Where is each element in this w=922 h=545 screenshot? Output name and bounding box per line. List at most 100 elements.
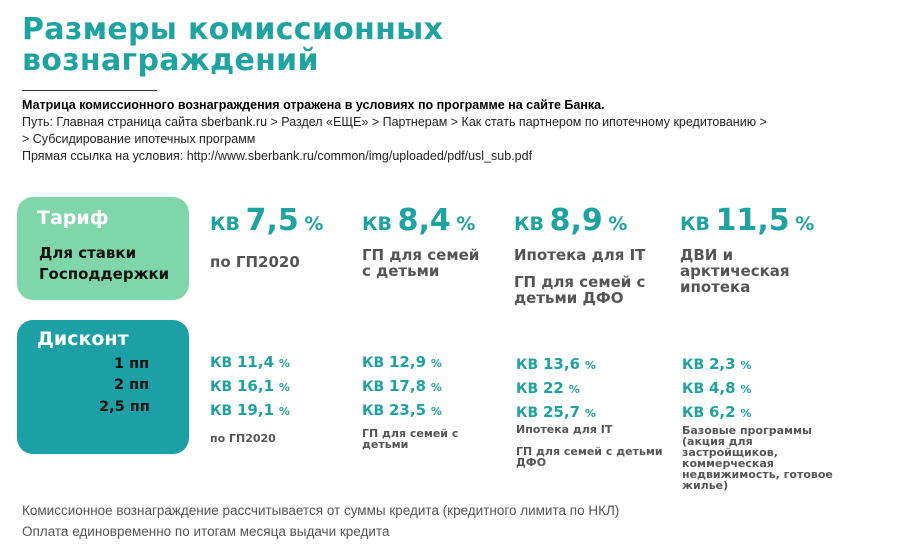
discount-desc-line: детьми (362, 438, 409, 451)
discount-card-head: Дисконт (37, 328, 129, 350)
info-path-line-2: > Субсидирование ипотечных программ (22, 132, 256, 146)
kv-label: КВ (362, 355, 385, 371)
percent-sign: % (278, 357, 290, 370)
kv-label: КВ (362, 213, 393, 235)
tariff-desc-line: детьми ДФО (514, 289, 624, 307)
tariff-desc: ГП для семей с детьми (362, 247, 479, 279)
percent-sign: % (278, 381, 290, 394)
kv-label: КВ (210, 213, 241, 235)
kv-label: КВ (210, 403, 233, 419)
tariff-card-sub-line: Для ставки (39, 244, 137, 262)
kv-label: КВ (682, 357, 705, 373)
discount-number: 25,7 (543, 403, 581, 421)
kv-label: КВ (362, 403, 385, 419)
tariff-desc: по ГП2020 (210, 254, 300, 270)
discount-desc-line: коммерческая (682, 457, 774, 470)
footer-notes: Комиссионное вознаграждение рассчитывает… (22, 500, 619, 542)
info-path-line-1: Путь: Главная страница сайта sberbank.ru… (22, 115, 767, 129)
discount-card: Дисконт 1 пп 2 пп 2,5 пп (17, 320, 189, 454)
tariff-number: 8,9 (549, 203, 603, 238)
discount-value-row: КВ 13,6 % (516, 353, 596, 377)
discount-desc-line: Ипотека для IT (516, 423, 613, 436)
discount-desc-line: по ГП2020 (210, 432, 276, 445)
discount-desc: по ГП2020 (210, 433, 276, 444)
info-block: Матрица комиссионного вознаграждения отр… (22, 97, 767, 165)
tariff-card: Тариф Для ставки Господдержки (17, 197, 189, 300)
discount-number: 6,2 (709, 403, 736, 421)
discount-desc-line: жилье) (682, 479, 729, 492)
discount-number: 22 (543, 379, 564, 397)
tariff-value: КВ 8,4 % (362, 203, 475, 238)
percent-sign: % (608, 213, 628, 235)
discount-number: 11,4 (237, 353, 275, 371)
tariff-desc: Ипотека для IT (514, 247, 645, 263)
discount-level: 2 пп (114, 377, 150, 393)
kv-label: КВ (362, 379, 385, 395)
tariff-desc-line: ипотека (680, 278, 751, 296)
discount-values: КВ 2,3 % КВ 4,8 % КВ 6,2 % (682, 353, 751, 425)
tariff-desc-line: ГП для семей с (514, 273, 646, 291)
discount-desc: ГП для семей с детьми (362, 428, 458, 450)
discount-level: 2,5 пп (99, 399, 150, 415)
discount-values: КВ 12,9 % КВ 17,8 % КВ 23,5 % (362, 351, 442, 423)
discount-desc-line: ДФО (516, 456, 547, 469)
percent-sign: % (568, 383, 580, 396)
percent-sign: % (740, 407, 752, 420)
percent-sign: % (584, 359, 596, 372)
discount-values: КВ 13,6 % КВ 22 % КВ 25,7 % (516, 353, 596, 425)
percent-sign: % (740, 359, 752, 372)
tariff-desc-line: ДВИ и (680, 246, 734, 264)
kv-label: КВ (516, 381, 539, 397)
tariff-value: КВ 8,9 % (514, 203, 627, 238)
discount-desc-line: ГП для семей с детьми (516, 445, 663, 458)
discount-desc-line: недвижимость, готовое (682, 468, 833, 481)
discount-value-row: КВ 11,4 % (210, 351, 290, 375)
discount-value-row: КВ 17,8 % (362, 375, 442, 399)
percent-sign: % (740, 383, 752, 396)
discount-desc-line: (акция для (682, 435, 753, 448)
discount-value-row: КВ 16,1 % (210, 375, 290, 399)
footer-line: Оплата единовременно по итогам месяца вы… (22, 524, 390, 539)
discount-value-row: КВ 22 % (516, 377, 596, 401)
tariff-number: 7,5 (245, 203, 299, 238)
discount-value-row: КВ 2,3 % (682, 353, 751, 377)
kv-label: КВ (682, 405, 705, 421)
tariff-desc: ДВИ и арктическая ипотека (680, 247, 790, 295)
tariff-number: 11,5 (715, 203, 790, 238)
footer-line: Комиссионное вознаграждение рассчитывает… (22, 503, 620, 518)
discount-desc-line: ГП для семей с (362, 427, 459, 440)
tariff-value: КВ 11,5 % (680, 203, 814, 238)
discount-value-row: КВ 12,9 % (362, 351, 442, 375)
discount-desc-line: Базовые программы (682, 424, 812, 437)
kv-label: КВ (210, 379, 233, 395)
discount-desc-line: застройщиков, (682, 446, 778, 459)
kv-label: КВ (516, 357, 539, 373)
tariff-card-sub: Для ставки Господдержки (39, 243, 169, 285)
title-line-2: вознаграждений (22, 43, 319, 78)
discount-number: 2,3 (709, 355, 736, 373)
discount-number: 16,1 (237, 377, 275, 395)
page-title: Размеры комиссионных вознаграждений (22, 14, 443, 76)
discount-desc-secondary: ГП для семей с детьми ДФО (516, 446, 663, 468)
percent-sign: % (795, 213, 815, 235)
discount-number: 23,5 (389, 401, 427, 419)
discount-values: КВ 11,4 % КВ 16,1 % КВ 19,1 % (210, 351, 290, 423)
discount-desc: Ипотека для IT (516, 424, 612, 435)
tariff-number: 8,4 (397, 203, 451, 238)
kv-label: КВ (682, 381, 705, 397)
discount-value-row: КВ 4,8 % (682, 377, 751, 401)
percent-sign: % (430, 381, 442, 394)
discount-desc: Базовые программы (акция для застройщико… (682, 425, 833, 491)
tariff-desc-line: Ипотека для IT (514, 246, 646, 264)
tariff-card-sub-line: Господдержки (39, 265, 170, 283)
tariff-desc-line: арктическая (680, 262, 790, 280)
tariff-card-head: Тариф (37, 207, 109, 229)
discount-value-row: КВ 23,5 % (362, 399, 442, 423)
discount-level: 1 пп (114, 356, 150, 372)
tariff-desc-line: по ГП2020 (210, 253, 300, 271)
percent-sign: % (430, 405, 442, 418)
tariff-value: КВ 7,5 % (210, 203, 323, 238)
discount-number: 4,8 (709, 379, 736, 397)
kv-label: КВ (680, 213, 711, 235)
kv-label: КВ (210, 355, 233, 371)
